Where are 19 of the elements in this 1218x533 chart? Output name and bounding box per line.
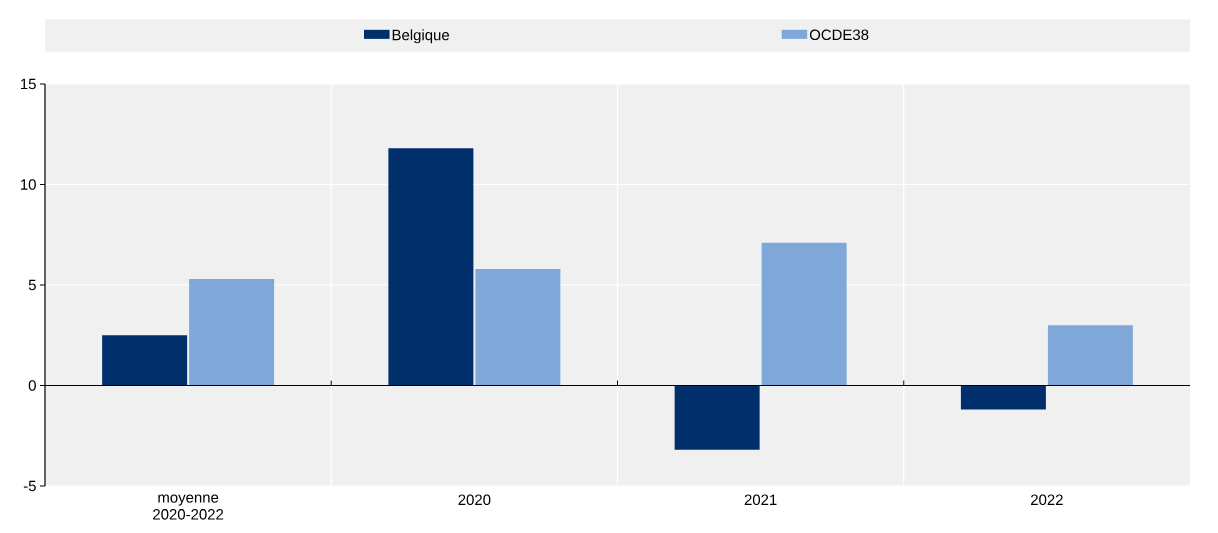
bar — [189, 278, 275, 386]
y-tick-label: -5 — [23, 480, 36, 492]
legend-label: OCDE38 — [809, 29, 869, 41]
x-tick-label: moyenne 2020-2022 — [153, 494, 224, 520]
bar — [674, 385, 760, 450]
y-tick-label: 15 — [21, 78, 36, 90]
bar — [475, 268, 561, 386]
bar — [388, 148, 474, 386]
y-tick-label: 0 — [28, 380, 36, 391]
x-tick-label: 2022 — [1031, 494, 1063, 506]
x-tick-label: 2021 — [744, 494, 777, 506]
x-tick-label: 2020 — [458, 494, 491, 506]
legend-label: Belgique — [392, 29, 450, 44]
y-tick-label: 10 — [21, 179, 36, 190]
bar — [1047, 325, 1133, 386]
y-tick-label: 5 — [28, 279, 36, 291]
bar — [102, 335, 188, 386]
bar — [761, 242, 847, 386]
bar — [960, 385, 1046, 410]
